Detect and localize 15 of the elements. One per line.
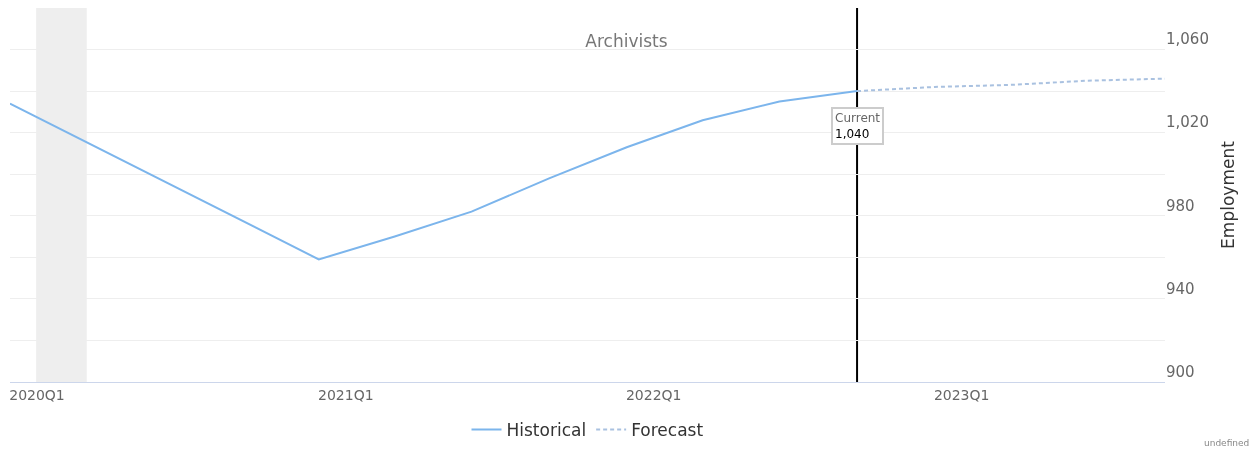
x-tick-label: 2022Q1: [625, 386, 682, 403]
legend-label: Forecast: [631, 420, 704, 441]
y-tick-label: 940: [1166, 279, 1195, 298]
y-tick-label: 1,060: [1166, 30, 1209, 49]
legend-label: Historical: [506, 420, 587, 441]
y-tick-label: 900: [1166, 362, 1195, 381]
text: undefined: [1204, 438, 1250, 448]
x-tick-label: 2021Q1: [318, 386, 374, 403]
y-tick-label: 1,020: [1166, 113, 1209, 132]
y-tick-label: 980: [1166, 196, 1195, 215]
x-tick-label: 2020Q1: [9, 386, 65, 403]
x-tick-label: 2023Q1: [933, 386, 990, 403]
y-axis-title: Employment: [1218, 140, 1239, 249]
ref-line-label: Current 1,040: [835, 111, 881, 141]
text: Archivists: [585, 30, 668, 51]
